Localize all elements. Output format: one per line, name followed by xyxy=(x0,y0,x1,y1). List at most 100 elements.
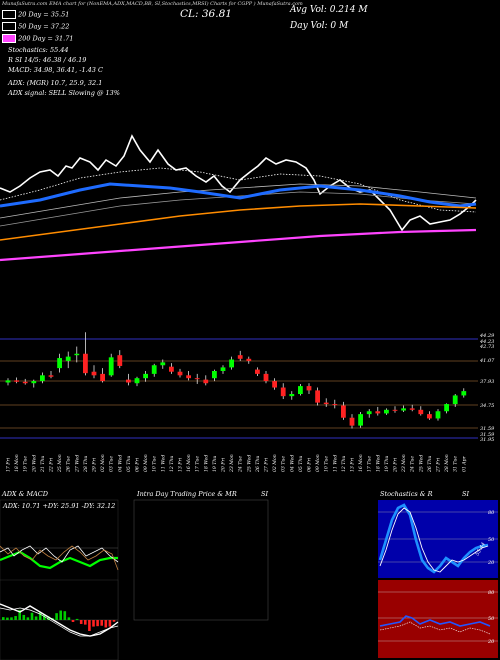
candle-body xyxy=(280,387,286,397)
avg-volume: Avg Vol: 0.214 M xyxy=(290,5,368,15)
candle-body xyxy=(384,409,389,414)
date-tick-label: 16 Mon xyxy=(186,454,192,472)
candle-body xyxy=(272,381,277,388)
candle-body xyxy=(22,381,28,384)
date-tick-label: 05 Thu xyxy=(126,456,132,472)
level-label-3: 42.73 xyxy=(479,344,494,350)
candle-body xyxy=(177,371,183,376)
stoch-title: Stochastics & R xyxy=(380,490,433,498)
date-tick-label: 05 Thu xyxy=(298,456,304,472)
macd-bar xyxy=(38,612,42,620)
candle-body xyxy=(186,375,191,379)
ema-grey-2 xyxy=(0,191,477,227)
minus-di-line xyxy=(0,545,119,571)
date-tick-label: 26 Tue xyxy=(66,456,72,473)
candlestick-series xyxy=(5,332,467,429)
macd-bar xyxy=(108,620,112,627)
date-tick-label: 11 Wed xyxy=(332,455,338,472)
date-axis: 17 Fri 18 Mon 19 Tue 20 Wed 21 Thu 22 Fri 25 M… xyxy=(6,454,468,473)
date-tick-label: 28 Mon xyxy=(444,454,450,473)
date-tick-label: 25 Mon xyxy=(57,454,63,473)
adx-values: ADX: 10.71 +DY: 25.91 -DY: 32.12 xyxy=(2,502,115,510)
candle-body xyxy=(435,411,441,419)
macd-bar xyxy=(112,620,116,622)
macd-bar xyxy=(88,620,91,631)
level-label-9: 31.95 xyxy=(480,437,494,443)
intraday-si: SI xyxy=(261,490,268,498)
macd-bar xyxy=(100,620,103,626)
candle-body xyxy=(203,379,209,384)
mrsi-bg xyxy=(378,580,498,658)
candle-body xyxy=(349,417,355,426)
candle-body xyxy=(392,409,398,411)
date-tick-label: 16 Mon xyxy=(358,454,364,472)
date-tick-label: 19 Thu xyxy=(384,456,390,472)
stoch-k-line xyxy=(378,503,489,574)
macd-line xyxy=(0,603,119,637)
level-label-1: 44.29 xyxy=(479,333,495,339)
mrsi-level-50: 50 xyxy=(488,616,495,622)
date-tick-label: 12 Thu xyxy=(341,456,347,472)
candle-body xyxy=(315,390,320,403)
candle-body xyxy=(134,378,140,384)
candle-body xyxy=(255,369,260,374)
adx-macd-title: ADX & MACD xyxy=(1,490,49,498)
macd-bar xyxy=(18,609,21,620)
candle-body xyxy=(418,409,424,415)
candle-body xyxy=(40,375,45,382)
macd-bar xyxy=(96,620,99,627)
date-tick-label: 25 Wed xyxy=(246,455,252,473)
candle-body xyxy=(229,359,234,368)
stoch-level-50: 50 xyxy=(488,537,495,543)
date-tick-label: 06 Fri xyxy=(135,457,141,472)
legend-swatch-ema200 xyxy=(2,34,16,43)
date-tick-label: 29 Fri xyxy=(92,457,98,473)
candle-body xyxy=(358,414,363,426)
macd-bar xyxy=(10,617,13,620)
header-title: MunafaSutra.com EMA chart for (NonEMA,AD… xyxy=(2,1,303,7)
macd-signal-line xyxy=(0,607,119,637)
intraday-title: Intra Day Trading Price & MR xyxy=(136,490,237,498)
date-tick-label: 24 Tue xyxy=(238,456,244,473)
date-tick-label: 20 Fri xyxy=(221,457,227,473)
candle-body xyxy=(212,371,217,379)
ema-lines xyxy=(0,134,477,262)
macd-bar xyxy=(26,617,30,620)
candle-body xyxy=(375,411,381,414)
date-tick-label: 19 Thu xyxy=(212,456,218,472)
macd-bar xyxy=(63,611,67,620)
candle-body xyxy=(332,404,338,406)
date-tick-label: 09 Mon xyxy=(315,454,321,472)
level-label-8: 31.59 xyxy=(480,432,495,438)
level-label-2: 44.23 xyxy=(479,339,494,345)
macd-bar xyxy=(22,614,26,620)
candle-body xyxy=(306,386,312,391)
info-adx-signal: ADX signal: SELL Slowing @ 13% xyxy=(8,89,120,97)
macd-bar xyxy=(34,616,38,620)
date-tick-label: 28 Thu xyxy=(83,456,89,473)
legend-ema200-label: 200 Day = 31.71 xyxy=(18,34,74,43)
ema200-line xyxy=(0,228,477,262)
info-macd: MACD: 34.98, 36.41, -1.43 C xyxy=(8,66,103,74)
ema-grey-1 xyxy=(0,183,477,219)
candle-body xyxy=(263,373,269,382)
candle-body xyxy=(65,356,71,361)
adx-macd-panel: ADX & MACD ADX: 10.71 +DY: 25.91 -DY: 32… xyxy=(0,490,119,660)
date-tick-label: 26 Thu xyxy=(255,456,261,473)
date-tick-label: 18 Wed xyxy=(375,455,381,472)
date-tick-label: 19 Tue xyxy=(23,456,29,472)
date-tick-label: 22 Fri xyxy=(49,457,55,473)
macd-bar xyxy=(104,620,108,628)
date-tick-label: 10 Tue xyxy=(324,456,330,472)
stoch-level-20: 20 xyxy=(487,560,495,566)
candle-body xyxy=(169,366,174,372)
date-tick-label: 13 Fri xyxy=(178,457,184,472)
macd-bar xyxy=(43,614,46,620)
date-tick-label: 17 Tue xyxy=(195,456,201,472)
date-tick-label: 23 Mon xyxy=(229,454,235,473)
date-tick-label: 01 Apr xyxy=(461,455,467,472)
macd-histogram xyxy=(2,609,116,631)
date-tick-label: 24 Tue xyxy=(410,456,416,473)
date-tick-label: 03 Tue xyxy=(109,456,115,472)
